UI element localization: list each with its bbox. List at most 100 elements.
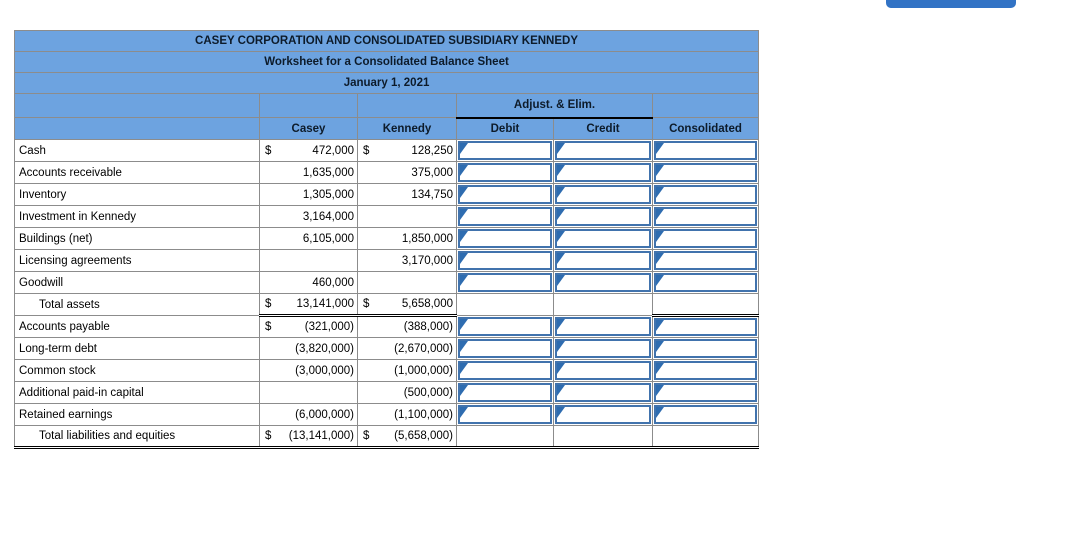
- debit-input[interactable]: [458, 163, 552, 182]
- row-label: Retained earnings: [19, 408, 113, 421]
- debit-cell: [456, 271, 554, 294]
- row-label: Accounts receivable: [19, 166, 122, 179]
- amount: 13,141,000: [296, 298, 354, 310]
- spacer-cell: [259, 93, 358, 118]
- debit-input[interactable]: [458, 361, 552, 380]
- casey-value-cell: 460,000: [259, 271, 358, 294]
- row-label: Long-term debt: [19, 342, 97, 355]
- amount: 5,658,000: [401, 298, 453, 310]
- row-label-cell: Total liabilities and equities: [14, 425, 260, 449]
- debit-input[interactable]: [458, 405, 552, 424]
- credit-input[interactable]: [555, 251, 651, 270]
- consolidated-input[interactable]: [654, 361, 758, 380]
- cell-flag-icon: [557, 341, 565, 352]
- cell-flag-icon: [656, 165, 664, 176]
- table-row: Long-term debt (3,820,000) (2,670,000): [14, 337, 760, 360]
- column-header-kennedy: Kennedy: [357, 117, 457, 140]
- debit-input[interactable]: [458, 141, 552, 160]
- debit-input[interactable]: [458, 339, 552, 358]
- debit-input[interactable]: [458, 317, 552, 336]
- consolidated-cell: [651, 183, 760, 206]
- consolidated-input[interactable]: [654, 141, 758, 160]
- consolidated-input[interactable]: [654, 405, 758, 424]
- debit-input[interactable]: [458, 229, 552, 248]
- consolidated-input[interactable]: [654, 185, 758, 204]
- consolidated-input[interactable]: [654, 383, 758, 402]
- row-label-cell: Goodwill: [14, 271, 260, 294]
- cell-flag-icon: [557, 385, 565, 396]
- kennedy-value-cell: [357, 205, 457, 228]
- credit-cell: [553, 205, 653, 228]
- spacer-cell: [14, 93, 260, 118]
- casey-value-cell: [259, 249, 358, 272]
- credit-input[interactable]: [555, 141, 651, 160]
- spacer-cell: [14, 117, 260, 140]
- credit-input[interactable]: [555, 317, 651, 336]
- debit-cell: [456, 227, 554, 250]
- casey-value-cell: $472,000: [259, 139, 358, 162]
- debit-input[interactable]: [458, 207, 552, 226]
- consolidated-cell: [651, 381, 760, 404]
- consolidated-cell: [651, 359, 760, 382]
- consolidated-input[interactable]: [654, 163, 758, 182]
- credit-input[interactable]: [555, 339, 651, 358]
- debit-cell: [456, 381, 554, 404]
- credit-input[interactable]: [555, 207, 651, 226]
- debit-cell: [456, 139, 554, 162]
- currency-symbol: $: [265, 144, 272, 157]
- amount: (321,000): [304, 321, 354, 333]
- debit-input[interactable]: [458, 251, 552, 270]
- cell-flag-icon: [557, 363, 565, 374]
- column-header-row: Casey Kennedy Debit Credit Consolidated: [14, 117, 760, 140]
- casey-value-cell: (6,000,000): [259, 403, 358, 426]
- credit-input[interactable]: [555, 405, 651, 424]
- table-row: Buildings (net) 6,105,000 1,850,000: [14, 227, 760, 250]
- debit-cell: [456, 359, 554, 382]
- credit-input[interactable]: [555, 229, 651, 248]
- consolidated-input[interactable]: [654, 229, 758, 248]
- currency-symbol: $: [265, 298, 272, 310]
- cutoff-button[interactable]: [886, 0, 1016, 8]
- credit-input[interactable]: [555, 185, 651, 204]
- currency-symbol: $: [363, 430, 370, 442]
- consolidated-input[interactable]: [654, 273, 758, 292]
- consolidated-cell: [651, 293, 760, 317]
- amount: 1,850,000: [401, 232, 453, 245]
- credit-input[interactable]: [555, 273, 651, 292]
- kennedy-value-cell: (1,000,000): [357, 359, 457, 382]
- debit-cell: [456, 205, 554, 228]
- cell-flag-icon: [656, 363, 664, 374]
- consolidated-input[interactable]: [654, 207, 758, 226]
- consolidated-cell: [651, 139, 760, 162]
- cell-flag-icon: [460, 143, 468, 154]
- consolidated-input[interactable]: [654, 251, 758, 270]
- consolidated-cell: [651, 337, 760, 360]
- debit-cell: [456, 183, 554, 206]
- amount: (1,000,000): [394, 364, 453, 377]
- debit-input[interactable]: [458, 185, 552, 204]
- kennedy-value-cell: 3,170,000: [357, 249, 457, 272]
- cell-flag-icon: [460, 407, 468, 418]
- credit-cell: [553, 315, 653, 338]
- cell-flag-icon: [557, 231, 565, 242]
- credit-input[interactable]: [555, 163, 651, 182]
- credit-input[interactable]: [555, 383, 651, 402]
- consolidated-input[interactable]: [654, 339, 758, 358]
- amount: 460,000: [312, 276, 354, 289]
- table-row: Retained earnings (6,000,000) (1,100,000): [14, 403, 760, 426]
- consolidated-input[interactable]: [654, 318, 758, 336]
- debit-cell: [456, 161, 554, 184]
- credit-input[interactable]: [555, 361, 651, 380]
- row-label: Inventory: [19, 188, 67, 201]
- credit-cell: [553, 249, 653, 272]
- amount: (3,000,000): [295, 364, 354, 377]
- amount: (13,141,000): [288, 430, 354, 442]
- kennedy-value-cell: [357, 271, 457, 294]
- debit-cell: [456, 337, 554, 360]
- debit-cell: [456, 249, 554, 272]
- table-row: Cash $472,000 $128,250: [14, 139, 760, 162]
- kennedy-value-cell: (500,000): [357, 381, 457, 404]
- debit-input[interactable]: [458, 273, 552, 292]
- amount: 3,164,000: [302, 210, 354, 223]
- debit-input[interactable]: [458, 383, 552, 402]
